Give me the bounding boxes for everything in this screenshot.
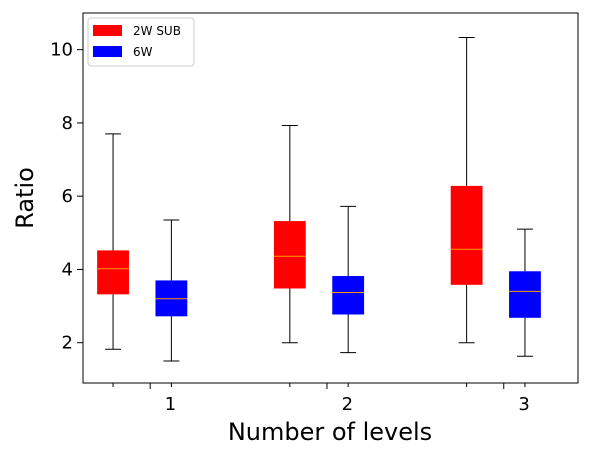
box-iqr <box>273 221 306 289</box>
y-tick-label: 2 <box>62 333 73 354</box>
legend: 2W SUB 6W <box>87 17 195 67</box>
plot-content <box>97 37 541 362</box>
box-iqr <box>332 276 365 315</box>
box-2w-sub-level-1 <box>97 133 129 350</box>
y-axis-label: Ratio <box>11 167 39 229</box>
box-iqr <box>97 250 129 295</box>
legend-swatch-2w-sub <box>93 25 122 36</box>
y-tick-label: 8 <box>62 113 73 134</box>
legend-label-6w: 6W <box>133 45 153 59</box>
box-2w-sub-level-2 <box>273 124 306 344</box>
plot-frame <box>82 12 579 384</box>
y-tick-label: 4 <box>62 259 73 280</box>
box-6w-level-2 <box>332 205 365 354</box>
y-tick-label: 10 <box>50 40 73 61</box>
y-tick-label: 6 <box>62 186 73 207</box>
legend-swatch-6w <box>93 46 122 57</box>
axes: 1 2 3 2 4 6 8 10 <box>50 40 530 415</box>
legend-label-2w-sub: 2W SUB <box>133 24 181 38</box>
x-tick-label: 2 <box>342 394 353 415</box>
box-iqr <box>450 185 483 285</box>
box-6w-level-1 <box>155 219 188 362</box>
x-tick-label: 1 <box>165 394 176 415</box>
box-6w-level-3 <box>509 228 541 357</box>
x-tick-label: 3 <box>518 394 529 415</box>
box-2w-sub-level-3 <box>450 37 483 344</box>
box-iqr <box>509 271 541 318</box>
x-axis-label: Number of levels <box>228 418 432 446</box>
